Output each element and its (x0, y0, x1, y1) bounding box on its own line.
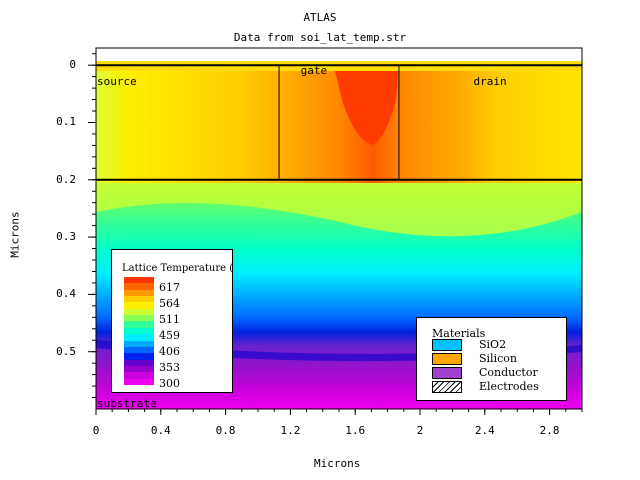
y-tick-label: 0.5 (56, 344, 76, 358)
region-label-substrate: substrate (97, 397, 157, 410)
interface-lines (96, 64, 582, 181)
axis-ticks (88, 53, 583, 415)
colorbar-label: 617 (159, 281, 180, 294)
colorbar-swatch (124, 365, 154, 373)
chart-subtitle: Data from soi_lat_temp.str (233, 31, 407, 44)
colorbar-swatch (124, 372, 154, 379)
colorbar-swatch (124, 277, 154, 284)
colorbar-swatch (124, 353, 154, 360)
material-swatch (432, 381, 462, 393)
material-label: Electrodes (479, 380, 539, 393)
region-label-drain: drain (473, 75, 507, 88)
colorbar-swatch (124, 296, 154, 303)
colorbar-swatch (124, 346, 154, 354)
x-tick-label: 2.4 (474, 424, 495, 437)
hotspot-core (335, 71, 398, 145)
colorbar-swatch (124, 315, 154, 322)
colorbar-label: 406 (159, 345, 180, 358)
colorbar-swatch (124, 378, 154, 385)
material-swatch (432, 353, 462, 365)
y-axis-label: Microns (8, 211, 22, 258)
colorbar-swatch (124, 302, 154, 309)
material-label: Conductor (479, 366, 538, 379)
colorbar-label: 353 (159, 361, 180, 374)
colorbar-swatch (124, 308, 154, 316)
colorbar-label: 300 (159, 377, 180, 390)
colorbar-swatch (124, 327, 154, 335)
colorbar-swatches (124, 277, 154, 385)
x-tick-label: 0.4 (150, 424, 171, 437)
x-tick-label: 0 (92, 424, 100, 437)
colorbar-swatch (124, 340, 154, 347)
y-tick-label: 0.3 (56, 230, 76, 244)
x-tick-label: 1.2 (280, 424, 301, 437)
colorbar-swatch (124, 321, 154, 328)
material-swatch (432, 367, 462, 379)
y-tick-label: 0.2 (56, 172, 76, 186)
colorbar-swatch (124, 359, 154, 366)
top-margin (96, 48, 582, 61)
x-tick-label: 2 (416, 424, 424, 437)
x-tick-label: 1.6 (345, 424, 366, 437)
colorbar-title: Lattice Temperature (K (122, 263, 232, 274)
colorbar-legend: Lattice Temperature (K 617 564 511 459 406 35… (111, 249, 233, 393)
substrate-warm-band (96, 183, 582, 237)
x-tick-label: 0.8 (215, 424, 236, 437)
materials-title: Materials (432, 327, 486, 340)
colorbar-swatch (124, 334, 154, 341)
colorbar-swatch (124, 289, 154, 297)
material-label: SiO2 (479, 338, 507, 351)
material-swatch (432, 339, 462, 351)
colorbar-label: 564 (159, 297, 180, 310)
y-tick-label: 0.1 (56, 115, 76, 129)
y-tick-label: 0.4 (56, 287, 76, 301)
chart-title: ATLAS (303, 11, 337, 24)
y-tick-label: 0 (69, 58, 76, 72)
colorbar-swatch (124, 283, 154, 290)
x-axis-label: Microns (314, 457, 361, 470)
region-label-source: source (97, 75, 137, 88)
silicon-layer (96, 71, 582, 183)
material-label: Silicon (479, 352, 517, 365)
region-label-gate: gate (300, 64, 328, 77)
colorbar-label: 511 (159, 313, 180, 326)
materials-legend: Materials SiO2 Silicon Conductor Electrodes (416, 317, 567, 401)
x-tick-label: 2.8 (539, 424, 560, 437)
colorbar-label: 459 (159, 329, 180, 342)
